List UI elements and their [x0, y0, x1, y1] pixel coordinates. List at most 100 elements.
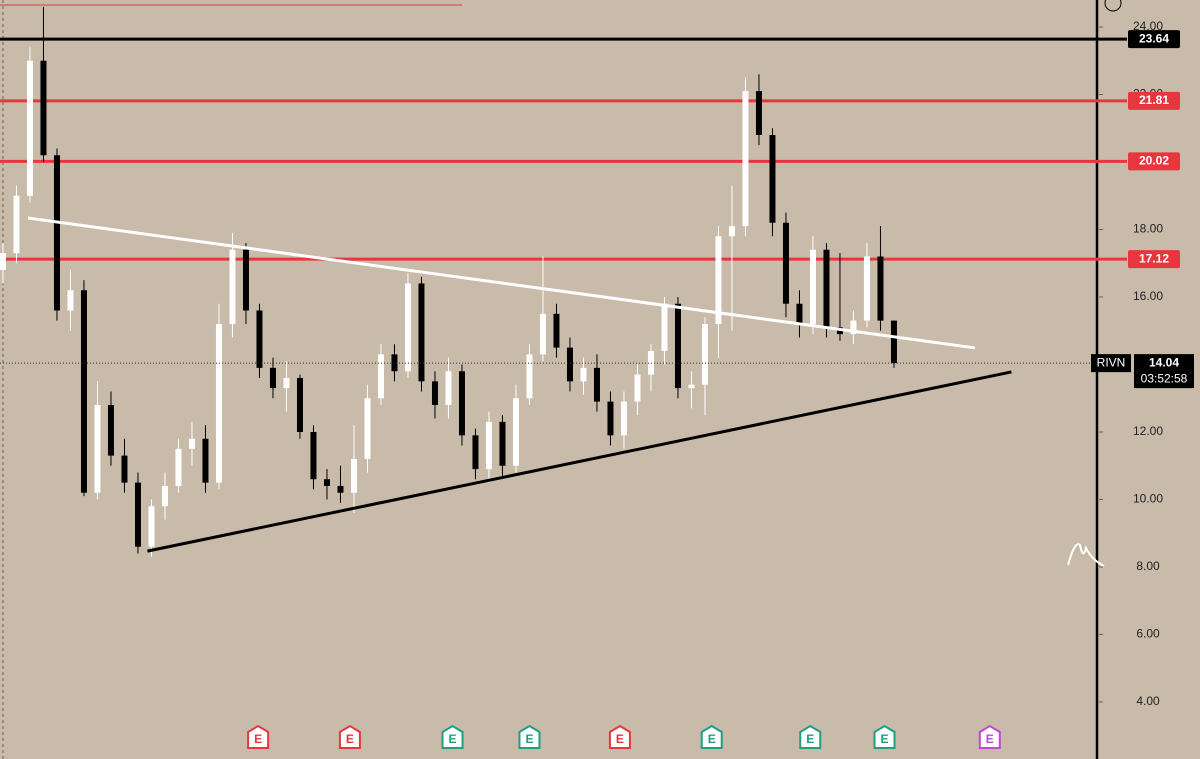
- candle-body: [472, 435, 479, 470]
- candle-body: [53, 155, 60, 311]
- earnings-marker: [338, 724, 361, 749]
- candle-body: [0, 253, 6, 270]
- candle-body: [404, 283, 411, 372]
- candle-body: [769, 134, 776, 223]
- level-label-box: [1128, 250, 1180, 269]
- candle-body: [553, 313, 560, 348]
- price-box: [1134, 354, 1194, 389]
- y-tick-label: 18.00: [1133, 222, 1163, 236]
- y-tick-label: 16.00: [1133, 289, 1163, 303]
- y-tick-label: 8.00: [1136, 559, 1160, 573]
- candle-body: [877, 256, 884, 321]
- candle-body: [512, 398, 519, 466]
- candle-body: [566, 347, 573, 382]
- earnings-label: E: [449, 732, 457, 746]
- candle-body: [215, 323, 222, 483]
- candle-body: [418, 283, 425, 382]
- candle-body: [634, 374, 641, 402]
- earnings-label: E: [254, 732, 262, 746]
- candle-body: [823, 249, 830, 328]
- candle-body: [107, 404, 114, 456]
- candle-body: [701, 323, 708, 385]
- candle-body: [431, 381, 438, 405]
- earnings-label: E: [806, 732, 814, 746]
- symbol-label: RIVN: [1097, 355, 1126, 369]
- level-label-box: [1128, 152, 1180, 171]
- y-tick-label: 12.00: [1133, 424, 1163, 438]
- trendline: [27, 216, 976, 350]
- candle-body: [202, 438, 209, 483]
- candle-body: [175, 448, 182, 486]
- candle-body: [580, 367, 587, 382]
- candle-body: [539, 313, 546, 355]
- trendline: [147, 370, 1012, 553]
- level-label: 21.81: [1139, 93, 1169, 107]
- level-label: 23.64: [1139, 31, 1169, 45]
- candle-body: [863, 256, 870, 321]
- candle-body: [445, 371, 452, 405]
- y-tick-label: 24.00: [1133, 19, 1163, 33]
- last-price-label: 14.04: [1149, 355, 1179, 369]
- clock-icon: [1104, 0, 1122, 12]
- candle-body: [728, 226, 735, 237]
- candle-body: [40, 60, 47, 156]
- candle-body: [337, 485, 344, 493]
- candle-body: [850, 320, 857, 335]
- candle-body: [229, 249, 236, 324]
- candle-body: [94, 404, 101, 493]
- earnings-marker: [518, 724, 541, 749]
- candle-body: [80, 290, 87, 493]
- y-tick-label: 4.00: [1136, 694, 1160, 708]
- candle-body: [269, 367, 276, 389]
- level-label: 20.02: [1139, 153, 1169, 167]
- earnings-marker: [247, 724, 270, 749]
- candle-body: [323, 479, 330, 486]
- candle-body: [13, 195, 20, 254]
- candle-body: [391, 354, 398, 372]
- candle-body: [674, 303, 681, 389]
- earnings-label: E: [616, 732, 624, 746]
- earnings-marker: [441, 724, 464, 749]
- level-label-box: [1128, 91, 1180, 110]
- candle-body: [661, 303, 668, 351]
- countdown-label: 03:52:58: [1141, 371, 1188, 385]
- candle-body: [742, 91, 749, 227]
- candle-body: [607, 401, 614, 436]
- candle-body: [310, 431, 317, 480]
- candle-body: [809, 249, 816, 324]
- y-tick-label: 6.00: [1136, 627, 1160, 641]
- candle-body: [485, 421, 492, 470]
- candle-body: [67, 290, 74, 311]
- candle-body: [26, 60, 33, 196]
- candle-body: [350, 458, 357, 493]
- candle-body: [256, 310, 263, 368]
- candle-body: [755, 91, 762, 135]
- candle-body: [890, 320, 897, 364]
- candle-body: [688, 384, 695, 389]
- candle-body: [283, 377, 290, 389]
- candle-body: [526, 354, 533, 399]
- earnings-label: E: [986, 732, 994, 746]
- candle-body: [121, 455, 128, 483]
- pen-drawing: [1067, 543, 1105, 567]
- earnings-marker: [700, 724, 723, 749]
- level-label-box: [1128, 30, 1180, 49]
- earnings-marker: [873, 724, 896, 749]
- candle-body: [134, 482, 141, 547]
- earnings-marker: [978, 724, 1001, 749]
- candle-body: [242, 249, 249, 311]
- candle-body: [715, 236, 722, 324]
- earnings-label: E: [881, 732, 889, 746]
- candle-body: [796, 303, 803, 324]
- level-label: 17.12: [1139, 251, 1169, 265]
- earnings-label: E: [346, 732, 354, 746]
- symbol-box: [1091, 354, 1131, 373]
- candle-body: [377, 354, 384, 399]
- candle-body: [499, 421, 506, 466]
- earnings-marker: [608, 724, 631, 749]
- earnings-marker: [799, 724, 822, 749]
- candle-body: [620, 401, 627, 436]
- candle-body: [364, 398, 371, 459]
